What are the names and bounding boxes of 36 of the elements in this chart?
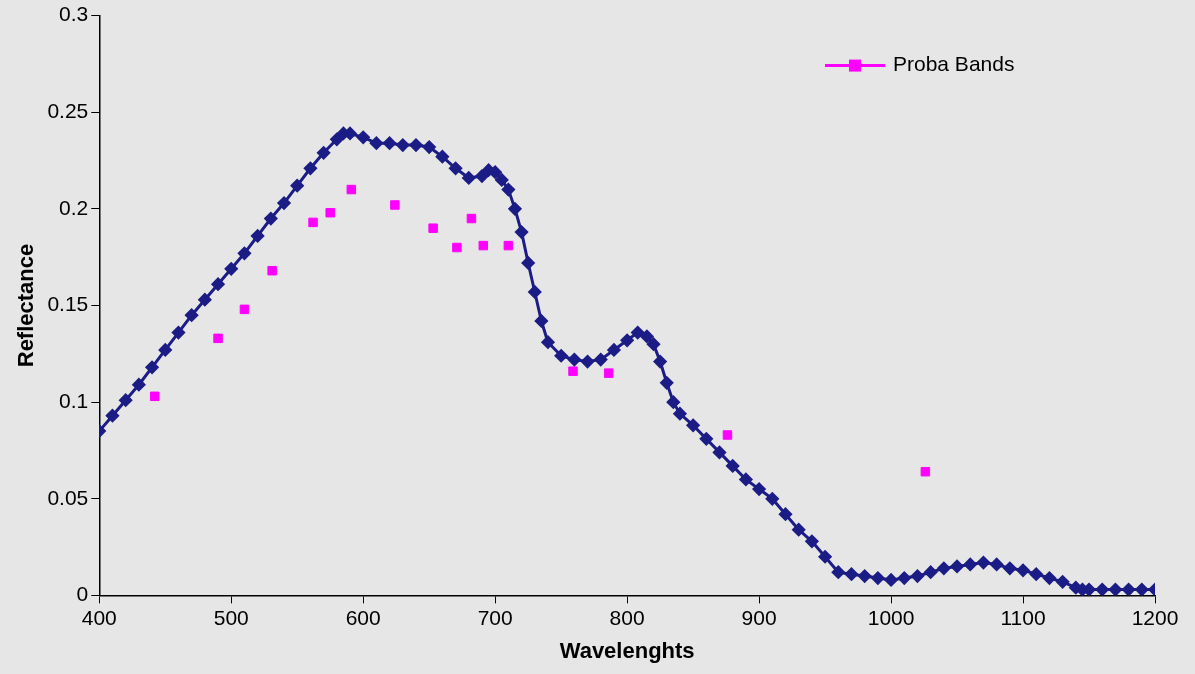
point xyxy=(722,430,733,440)
point xyxy=(325,207,335,218)
x-tick-label: 1100 xyxy=(1000,605,1046,629)
point xyxy=(239,304,250,315)
point xyxy=(149,391,160,402)
x-tick-label: 600 xyxy=(345,605,381,629)
x-tick-label: 1200 xyxy=(1131,605,1179,629)
point xyxy=(478,240,489,251)
point xyxy=(267,265,277,276)
point xyxy=(428,223,438,233)
y-tick-label: 0 xyxy=(76,582,89,606)
x-tick-label: 1000 xyxy=(867,605,915,629)
point xyxy=(466,213,477,224)
x-tick-label: 700 xyxy=(477,605,513,629)
y-tick-label: 0.25 xyxy=(47,99,89,123)
x-tick-label: 900 xyxy=(741,605,777,629)
x-axis-title: Wavelenghts xyxy=(559,637,695,663)
y-tick-label: 0.15 xyxy=(47,292,89,316)
point xyxy=(308,217,318,228)
legend-label: Proba Bands xyxy=(893,52,1015,76)
x-tick-label: 400 xyxy=(81,605,117,629)
point xyxy=(503,240,514,251)
point xyxy=(452,242,462,253)
point xyxy=(390,200,400,210)
x-tick-label: 500 xyxy=(213,605,249,629)
y-tick-label: 0.3 xyxy=(59,2,89,26)
y-tick-label: 0.2 xyxy=(59,195,89,219)
point xyxy=(920,466,931,477)
point xyxy=(603,368,614,378)
y-axis-title: Reflectance xyxy=(13,243,39,368)
x-tick-label: 800 xyxy=(609,605,645,629)
point xyxy=(568,366,578,376)
y-tick-label: 0.05 xyxy=(47,485,89,509)
point xyxy=(213,333,223,344)
point xyxy=(346,184,357,195)
y-tick-label: 0.1 xyxy=(59,388,89,412)
